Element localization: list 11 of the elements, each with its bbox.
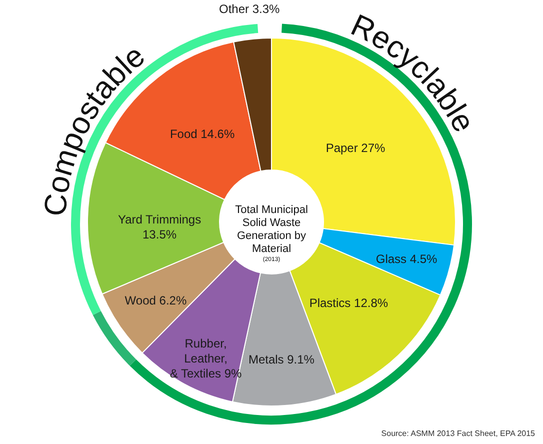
slice-label: Metals 9.1%: [248, 352, 315, 367]
slice-label: Wood 6.2%: [124, 294, 187, 308]
slice-label: Glass 4.5%: [376, 252, 438, 266]
source-note: Source: ASMM 2013 Fact Sheet, EPA 2015: [381, 429, 536, 438]
slice-label: Yard Trimmings: [118, 212, 202, 227]
slice-label: Plastics 12.8%: [309, 296, 388, 310]
slice-label: Paper 27%: [326, 140, 386, 155]
slice-label: Other 3.3%: [219, 2, 280, 16]
text: Total Municipal Solid Waste Generation by Material: [235, 204, 308, 255]
data-label: 13.5%: [142, 228, 177, 242]
slice-label: Food 14.6%: [170, 126, 235, 141]
